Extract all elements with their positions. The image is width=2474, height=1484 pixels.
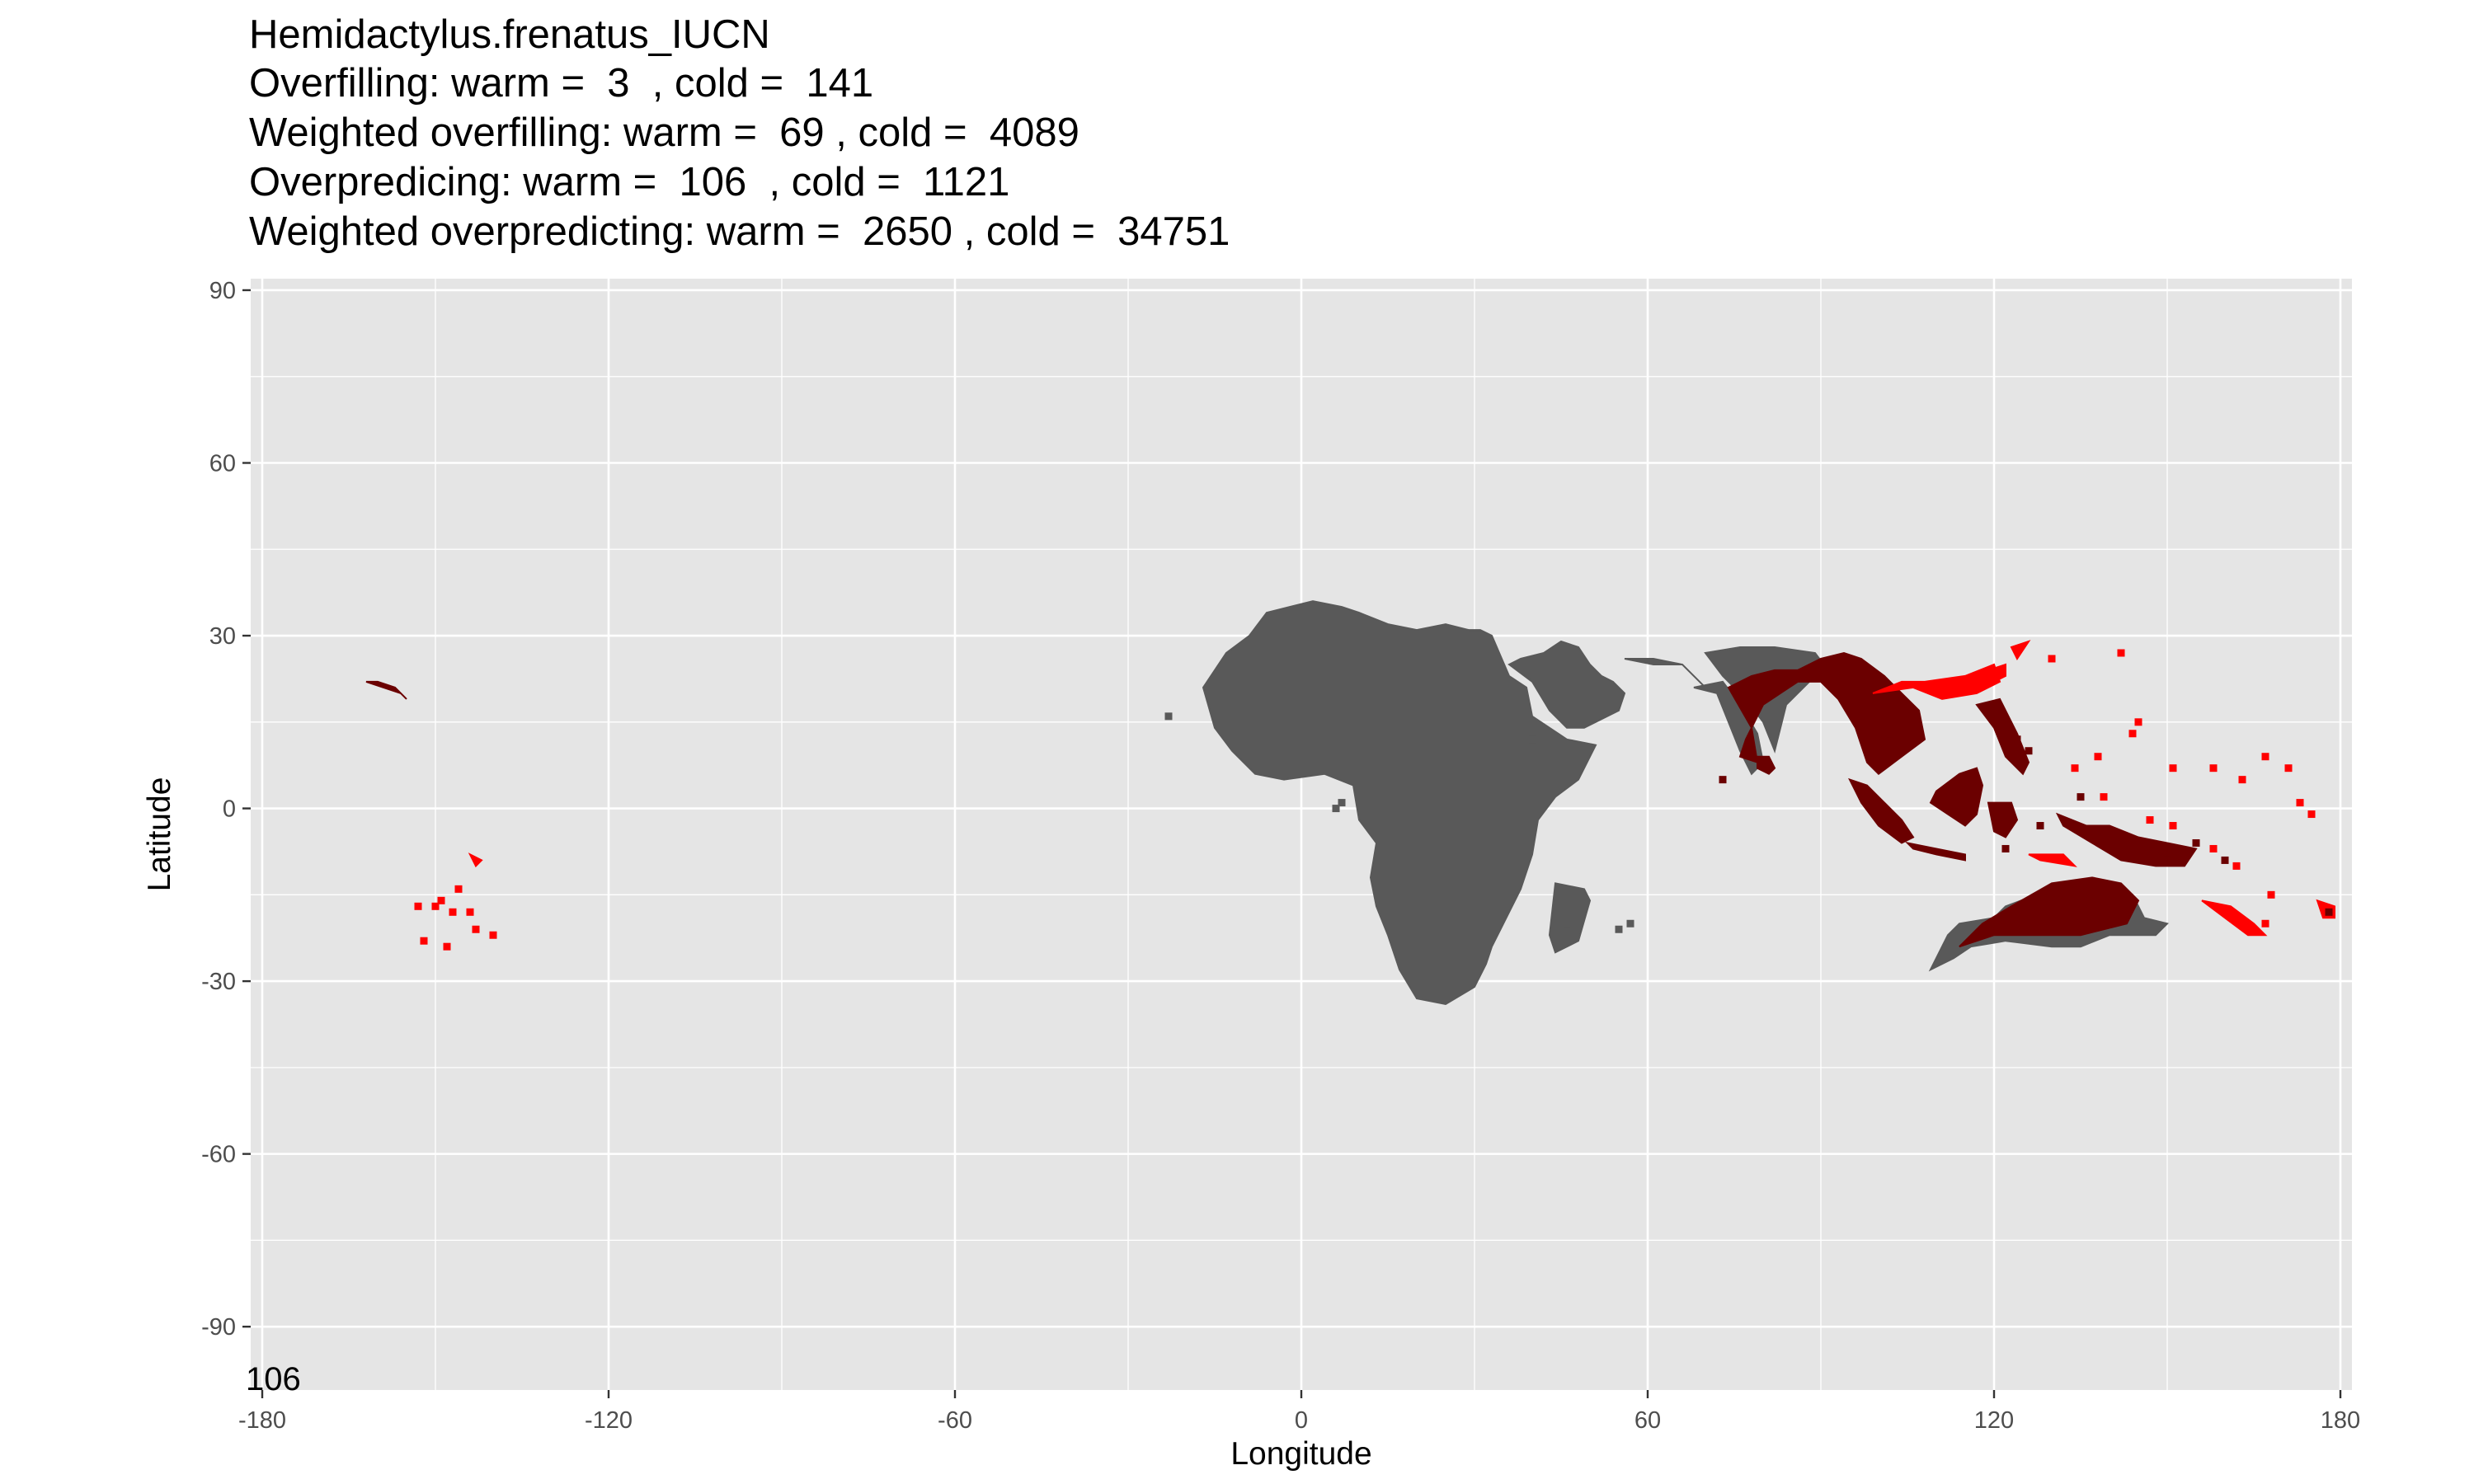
cell-iucn_only: [2169, 764, 2177, 773]
cell-iucn_only: [2209, 764, 2218, 773]
cell-iucn_only: [2128, 730, 2137, 738]
cell-iucn_only: [2267, 890, 2275, 899]
region-model_range: [1548, 882, 1592, 954]
region-iucn_only: [2028, 853, 2077, 867]
cell-iucn_only: [489, 931, 497, 939]
cell-iucn_only: [2094, 753, 2102, 761]
chart-title: Hemidactylus.frenatus_IUCN: [249, 12, 770, 57]
cell-overlap: [2001, 844, 2010, 852]
range-cells: [414, 649, 2333, 951]
title-weighted-overfilling: Weighted overfilling: warm = 69 , cold =…: [249, 110, 1079, 155]
cell-iucn_only: [2048, 655, 2056, 663]
cell-iucn_only: [443, 942, 451, 951]
region-iucn_only: [2010, 640, 2031, 660]
y-tick-label: 0: [223, 796, 236, 823]
cell-iucn_only: [2209, 844, 2218, 852]
x-tick-label: -120: [585, 1407, 633, 1434]
cell-iucn_only: [2261, 753, 2269, 761]
region-overlap: [2055, 812, 2198, 867]
region-overlap: [1975, 697, 2030, 776]
cell-model_range: [1528, 735, 1536, 744]
cell-iucn_only: [2146, 816, 2154, 824]
x-tick-label: -180: [238, 1407, 286, 1434]
cell-iucn_only: [420, 937, 428, 945]
title-weighted-overpredicting: Weighted overpredicting: warm = 2650 , c…: [249, 209, 1230, 254]
cell-model_range: [1563, 919, 1571, 928]
cell-model_range: [1615, 925, 1623, 933]
cell-iucn_only: [2134, 718, 2142, 726]
title-overpredicting: Overpredicing: warm = 106 , cold = 1121: [249, 160, 1010, 204]
x-tick-labels: -180 -120 -60 0 60 120 180: [238, 1407, 2360, 1434]
region-model_range: [1507, 640, 1626, 729]
cell-iucn_only: [2307, 810, 2316, 819]
cell-iucn_only: [431, 902, 440, 910]
region-model_range: [1624, 658, 1706, 688]
y-tick-labels: 90 60 30 0 -30 -60 -90: [201, 278, 236, 1341]
region-overlap: [1757, 755, 1776, 775]
cell-model_range: [1626, 919, 1634, 928]
cell-overlap: [1719, 776, 1727, 784]
axis-ticks: [242, 289, 2342, 1398]
cell-model_range: [1332, 805, 1340, 813]
cell-overlap: [2025, 747, 2033, 755]
cell-iucn_only: [2261, 919, 2269, 928]
cell-iucn_only: [449, 908, 457, 916]
region-overlap: [1727, 651, 1926, 776]
cell-overlap: [2013, 735, 2021, 744]
title-overfilling: Overfilling: warm = 3 , cold = 141: [249, 61, 874, 106]
region-overlap: [1904, 841, 1966, 862]
cell-overlap: [1886, 730, 1894, 738]
region-iucn_only: [1987, 663, 2006, 683]
y-tick-label: 30: [209, 623, 236, 650]
cell-iucn_only: [472, 925, 480, 933]
y-tick-label: 90: [209, 278, 236, 304]
x-tick-label: 120: [1974, 1407, 2014, 1434]
corner-annotation: 106: [246, 1361, 301, 1397]
x-tick-label: -60: [938, 1407, 972, 1434]
cell-overlap: [2325, 908, 2333, 916]
x-axis-label: Longitude: [1230, 1436, 1371, 1472]
cell-model_range: [1164, 712, 1173, 721]
region-overlap: [1929, 767, 1984, 827]
cell-iucn_only: [466, 908, 474, 916]
cell-iucn_only: [437, 896, 445, 904]
cell-iucn_only: [2117, 649, 2125, 657]
cell-iucn_only: [2071, 764, 2079, 773]
y-tick-label: 60: [209, 451, 236, 477]
cell-iucn_only: [414, 902, 422, 910]
region-model_range: [1202, 600, 1597, 1006]
region-overlap: [1848, 777, 1915, 844]
region-iucn_only: [2201, 899, 2268, 937]
cell-overlap: [2077, 793, 2085, 801]
region-overlap: [1959, 876, 2140, 948]
cell-iucn_only: [2169, 822, 2177, 830]
cell-model_range: [1338, 799, 1346, 807]
cell-iucn_only: [2296, 799, 2304, 807]
y-tick-label: -60: [201, 1142, 236, 1168]
cell-overlap: [2192, 838, 2200, 847]
y-tick-label: -30: [201, 969, 236, 995]
cell-overlap: [2163, 856, 2171, 864]
y-axis-label: Latitude: [142, 777, 177, 892]
cell-iucn_only: [2100, 793, 2108, 801]
range-regions: [365, 600, 2335, 1006]
cell-iucn_only: [2232, 862, 2241, 870]
x-tick-label: 0: [1295, 1407, 1308, 1434]
cell-overlap: [2221, 856, 2229, 864]
region-overlap: [1987, 801, 2019, 838]
region-iucn_only: [468, 852, 483, 868]
major-gridlines: [251, 279, 2352, 1390]
x-tick-label: 60: [1634, 1407, 1661, 1434]
region-overlap: [365, 680, 407, 700]
y-tick-label: -90: [201, 1314, 236, 1341]
cell-iucn_only: [2284, 764, 2293, 773]
cell-iucn_only: [2238, 776, 2246, 784]
cell-iucn_only: [454, 885, 463, 893]
cell-overlap: [2036, 822, 2044, 830]
x-tick-label: 180: [2321, 1407, 2360, 1434]
